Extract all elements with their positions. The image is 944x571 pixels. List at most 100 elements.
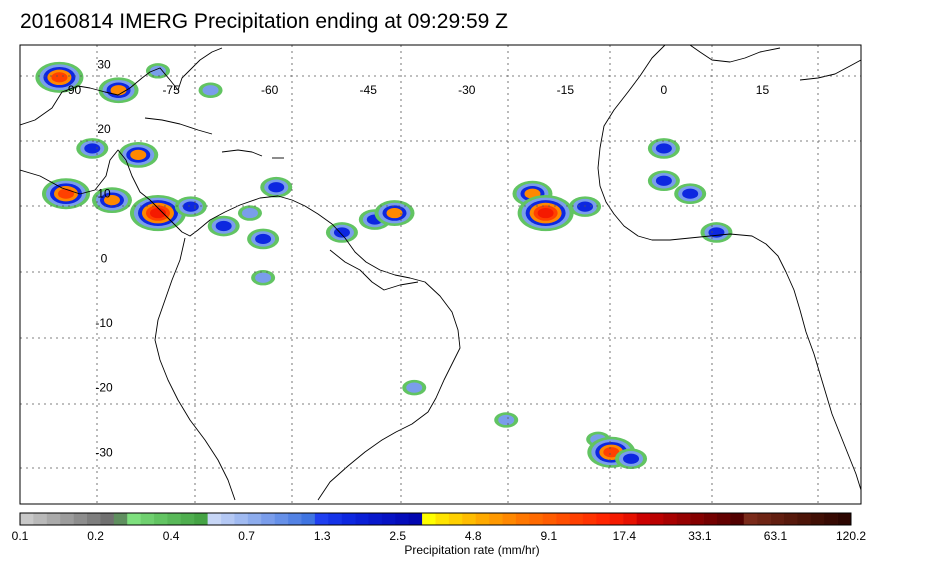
precip-cell <box>386 207 403 219</box>
precip-cell <box>149 207 166 219</box>
colorbar-swatch <box>167 513 182 525</box>
colorbar-tick-label: 1.3 <box>314 529 331 543</box>
colorbar-tick-label: 4.8 <box>465 529 482 543</box>
coast-iberia <box>689 45 781 63</box>
latitude-label: 10 <box>97 187 111 201</box>
colorbar-swatch <box>154 513 168 525</box>
precip-cell <box>51 72 68 83</box>
coast-yucatan <box>20 149 461 501</box>
colorbar-tick-label: 120.2 <box>836 529 866 543</box>
colorbar-swatch <box>542 513 557 525</box>
longitude-label: -45 <box>360 83 378 97</box>
colorbar-swatch <box>582 513 597 525</box>
colorbar-swatch <box>100 513 115 525</box>
colorbar-tick-label: 0.7 <box>238 529 255 543</box>
latitude-label: 20 <box>97 122 111 136</box>
colorbar-swatch <box>33 513 48 525</box>
longitude-label: -15 <box>557 83 575 97</box>
map-background <box>20 45 861 504</box>
colorbar-swatch <box>636 513 651 525</box>
colorbar-swatch <box>194 513 208 525</box>
precip-cell <box>182 201 199 212</box>
colorbar-swatch <box>60 513 74 525</box>
colorbar-swatch <box>730 513 745 525</box>
longitude-label: -30 <box>458 83 476 97</box>
coastlines <box>20 45 861 501</box>
colorbar-swatch <box>515 513 530 525</box>
colorbar-tick-label: 33.1 <box>688 529 712 543</box>
longitude-label: 15 <box>756 83 770 97</box>
colorbar-swatch <box>783 513 798 525</box>
colorbar-swatch <box>743 513 758 525</box>
colorbar-swatch <box>381 513 396 525</box>
colorbar-swatch <box>113 513 128 525</box>
precip-cell <box>215 220 232 232</box>
precip-cell <box>255 272 272 283</box>
colorbar-swatch <box>502 513 517 525</box>
colorbar <box>19 512 852 526</box>
colorbar-swatch <box>824 513 838 525</box>
colorbar-swatch <box>314 513 329 525</box>
colorbar-outline <box>19 512 852 526</box>
precip-cell <box>202 85 219 96</box>
colorbar-swatch <box>609 513 624 525</box>
colorbar-swatch <box>221 513 235 525</box>
coast-hispaniola <box>221 149 263 157</box>
precip-cell <box>682 188 699 199</box>
colorbar-swatch <box>180 513 195 525</box>
precip-cell <box>406 382 423 393</box>
precip-cell <box>241 207 258 219</box>
longitude-label: -60 <box>261 83 279 97</box>
latitude-label: -10 <box>95 316 113 330</box>
precip-cell <box>103 195 120 206</box>
colorbar-swatch <box>703 513 718 525</box>
colorbar-swatch <box>556 513 570 525</box>
precip-cell <box>603 447 620 458</box>
colorbar-swatch <box>328 513 342 525</box>
colorbar-swatch <box>489 513 503 525</box>
colorbar-swatch <box>475 513 490 525</box>
colorbar-swatch <box>261 513 275 525</box>
latitude-label: -30 <box>95 445 113 459</box>
colorbar-swatch <box>46 513 61 525</box>
colorbar-swatch <box>301 513 316 525</box>
colorbar-swatch <box>87 513 101 525</box>
map-title: 20160814 IMERG Precipitation ending at 0… <box>20 10 508 33</box>
latitude-labels: 30 20 10 0 -10 -20 -30 <box>95 57 113 459</box>
colorbar-swatch <box>690 513 704 525</box>
latitude-label: -20 <box>95 381 113 395</box>
colorbar-swatch <box>649 513 664 525</box>
colorbar-swatch <box>140 513 155 525</box>
precip-cell <box>655 175 672 186</box>
colorbar-title: Precipitation rate (mm/hr) <box>404 543 540 557</box>
precip-cell <box>577 201 594 212</box>
colorbar-swatch <box>274 513 289 525</box>
colorbar-swatch <box>20 513 34 525</box>
map-frame <box>19 44 862 505</box>
coast-north-america <box>20 47 223 126</box>
colorbar-tick-label: 9.1 <box>540 529 557 543</box>
colorbar-swatch <box>569 513 584 525</box>
colorbar-swatch <box>810 513 825 525</box>
colorbar-tick-label: 0.1 <box>12 529 29 543</box>
colorbar-swatch <box>596 513 611 525</box>
precip-cell <box>130 149 147 161</box>
colorbar-tick-label: 17.4 <box>613 529 637 543</box>
longitude-label: 0 <box>661 83 668 97</box>
latitude-label: 0 <box>101 251 108 265</box>
colorbar-swatch <box>288 513 302 525</box>
coast-cuba <box>144 117 213 135</box>
colorbar-swatch <box>395 513 409 525</box>
colorbar-swatch <box>355 513 369 525</box>
precipitation-layer <box>35 61 733 470</box>
colorbar-swatch <box>663 513 678 525</box>
colorbar-tick-label: 0.2 <box>87 529 104 543</box>
coast-africa <box>597 45 861 491</box>
colorbar-swatch <box>73 513 88 525</box>
colorbar-swatch <box>529 513 544 525</box>
colorbar-swatch <box>368 513 383 525</box>
colorbar-swatch <box>770 513 785 525</box>
precip-cell <box>623 453 640 464</box>
colorbar-swatch <box>716 513 731 525</box>
latitude-label: 30 <box>97 57 111 71</box>
